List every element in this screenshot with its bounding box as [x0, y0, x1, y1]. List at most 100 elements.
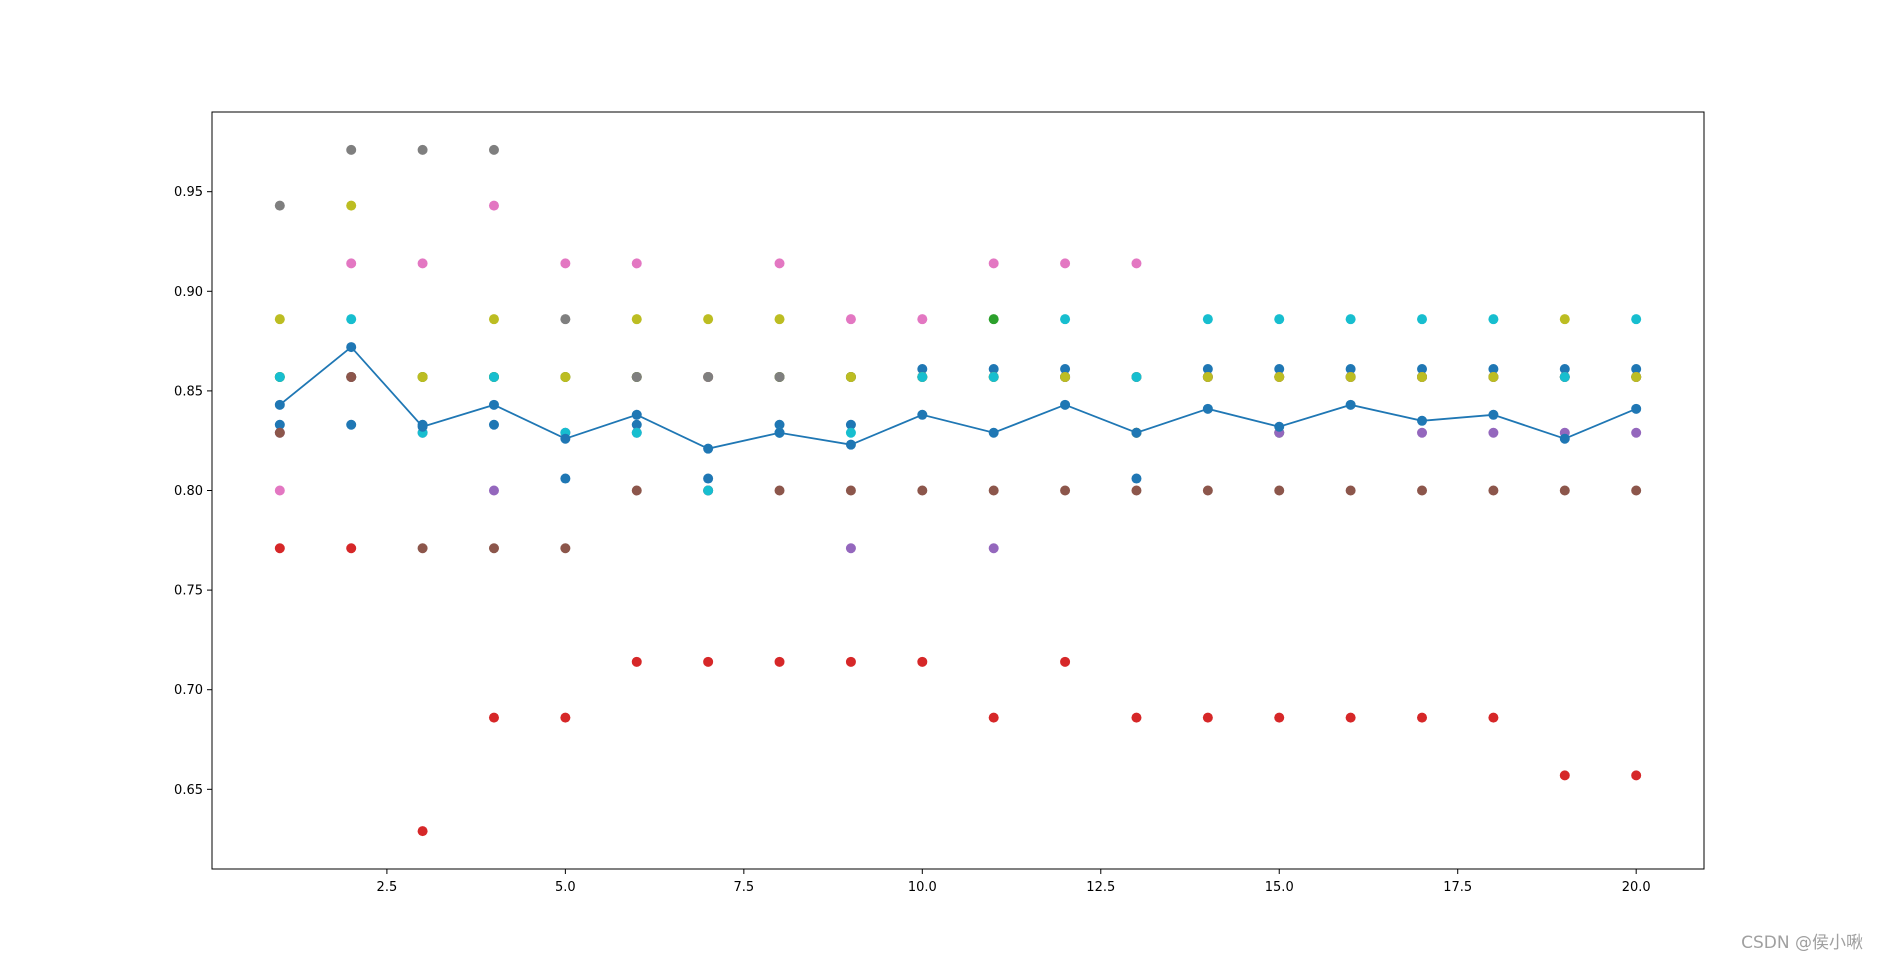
y-axis: 0.65 0.70 0.75 0.80 0.85 0.90 0.95	[174, 185, 212, 798]
mean-line-marker	[560, 433, 571, 444]
data-point	[917, 656, 928, 667]
point-series-10	[274, 314, 1642, 496]
x-tick-label: 15.0	[1265, 880, 1294, 895]
data-point	[917, 371, 928, 382]
y-tick-label: 0.95	[174, 185, 203, 200]
data-point	[274, 485, 285, 496]
data-point	[560, 314, 571, 325]
data-point	[1202, 371, 1213, 382]
data-point	[417, 826, 428, 837]
data-point	[1060, 656, 1071, 667]
data-point	[845, 419, 856, 430]
data-point	[703, 473, 714, 484]
y-tick-label: 0.90	[174, 285, 203, 300]
data-point	[417, 144, 428, 155]
data-point	[346, 371, 357, 382]
data-point	[488, 543, 499, 554]
data-point	[1417, 371, 1428, 382]
data-point	[631, 427, 642, 438]
mean-line	[279, 345, 1637, 450]
mean-line-marker	[1488, 409, 1499, 420]
plot-area-frame	[211, 111, 1705, 870]
mean-line-marker	[346, 342, 357, 353]
point-series-1	[274, 363, 1642, 484]
data-point	[1631, 371, 1642, 382]
data-point	[1274, 712, 1285, 723]
data-point	[488, 144, 499, 155]
data-point	[1488, 485, 1499, 496]
data-point	[1417, 314, 1428, 325]
mean-line-marker	[988, 427, 999, 438]
data-point	[1559, 371, 1570, 382]
mean-line-marker	[917, 409, 928, 420]
data-point	[488, 200, 499, 211]
mean-line-layer	[274, 342, 1642, 454]
data-point	[703, 656, 714, 667]
data-point	[1559, 363, 1570, 374]
x-tick-label: 7.5	[733, 880, 754, 895]
data-point	[1559, 770, 1570, 781]
data-point	[274, 419, 285, 430]
mean-line-marker	[488, 399, 499, 410]
mean-line-marker	[774, 427, 785, 438]
data-point	[1131, 258, 1142, 269]
data-point	[1488, 427, 1499, 438]
point-series-7	[274, 200, 1642, 496]
data-point	[703, 371, 714, 382]
data-point	[1488, 363, 1499, 374]
data-point	[631, 371, 642, 382]
data-point	[1345, 371, 1356, 382]
data-point	[917, 363, 928, 374]
data-point	[1631, 363, 1642, 374]
data-point	[703, 485, 714, 496]
data-point	[1631, 485, 1642, 496]
data-point	[1417, 427, 1428, 438]
data-point	[845, 485, 856, 496]
data-point	[274, 200, 285, 211]
data-point	[417, 543, 428, 554]
data-point	[845, 656, 856, 667]
data-point	[488, 712, 499, 723]
data-point	[631, 258, 642, 269]
data-point	[1060, 485, 1071, 496]
data-point	[417, 371, 428, 382]
data-point	[1274, 485, 1285, 496]
data-point	[346, 543, 357, 554]
mean-line-marker	[1202, 403, 1213, 414]
data-point	[346, 200, 357, 211]
mean-line-marker	[1631, 403, 1642, 414]
data-point	[774, 485, 785, 496]
data-point	[488, 371, 499, 382]
data-point	[1060, 363, 1071, 374]
data-point	[346, 419, 357, 430]
data-point	[274, 543, 285, 554]
data-point	[845, 314, 856, 325]
data-point	[1060, 371, 1071, 382]
point-series-9	[274, 200, 1642, 438]
data-point	[1131, 485, 1142, 496]
data-point	[845, 427, 856, 438]
data-point	[1559, 314, 1570, 325]
x-tick-label: 2.5	[377, 880, 398, 895]
data-point	[917, 314, 928, 325]
data-point	[1417, 363, 1428, 374]
data-point	[1274, 314, 1285, 325]
data-point	[560, 258, 571, 269]
mean-line-marker	[845, 439, 856, 450]
data-point	[1131, 371, 1142, 382]
data-point	[988, 314, 999, 325]
data-point	[1631, 314, 1642, 325]
y-tick-label: 0.85	[174, 384, 203, 399]
x-tick-label: 5.0	[555, 880, 576, 895]
point-series-8	[274, 144, 1642, 382]
mean-line-marker	[1131, 427, 1142, 438]
data-point	[774, 656, 785, 667]
data-point	[560, 543, 571, 554]
data-point	[560, 473, 571, 484]
data-point	[1202, 485, 1213, 496]
data-point	[1345, 712, 1356, 723]
data-point	[631, 656, 642, 667]
data-point	[274, 314, 285, 325]
data-point	[988, 485, 999, 496]
data-point	[988, 543, 999, 554]
